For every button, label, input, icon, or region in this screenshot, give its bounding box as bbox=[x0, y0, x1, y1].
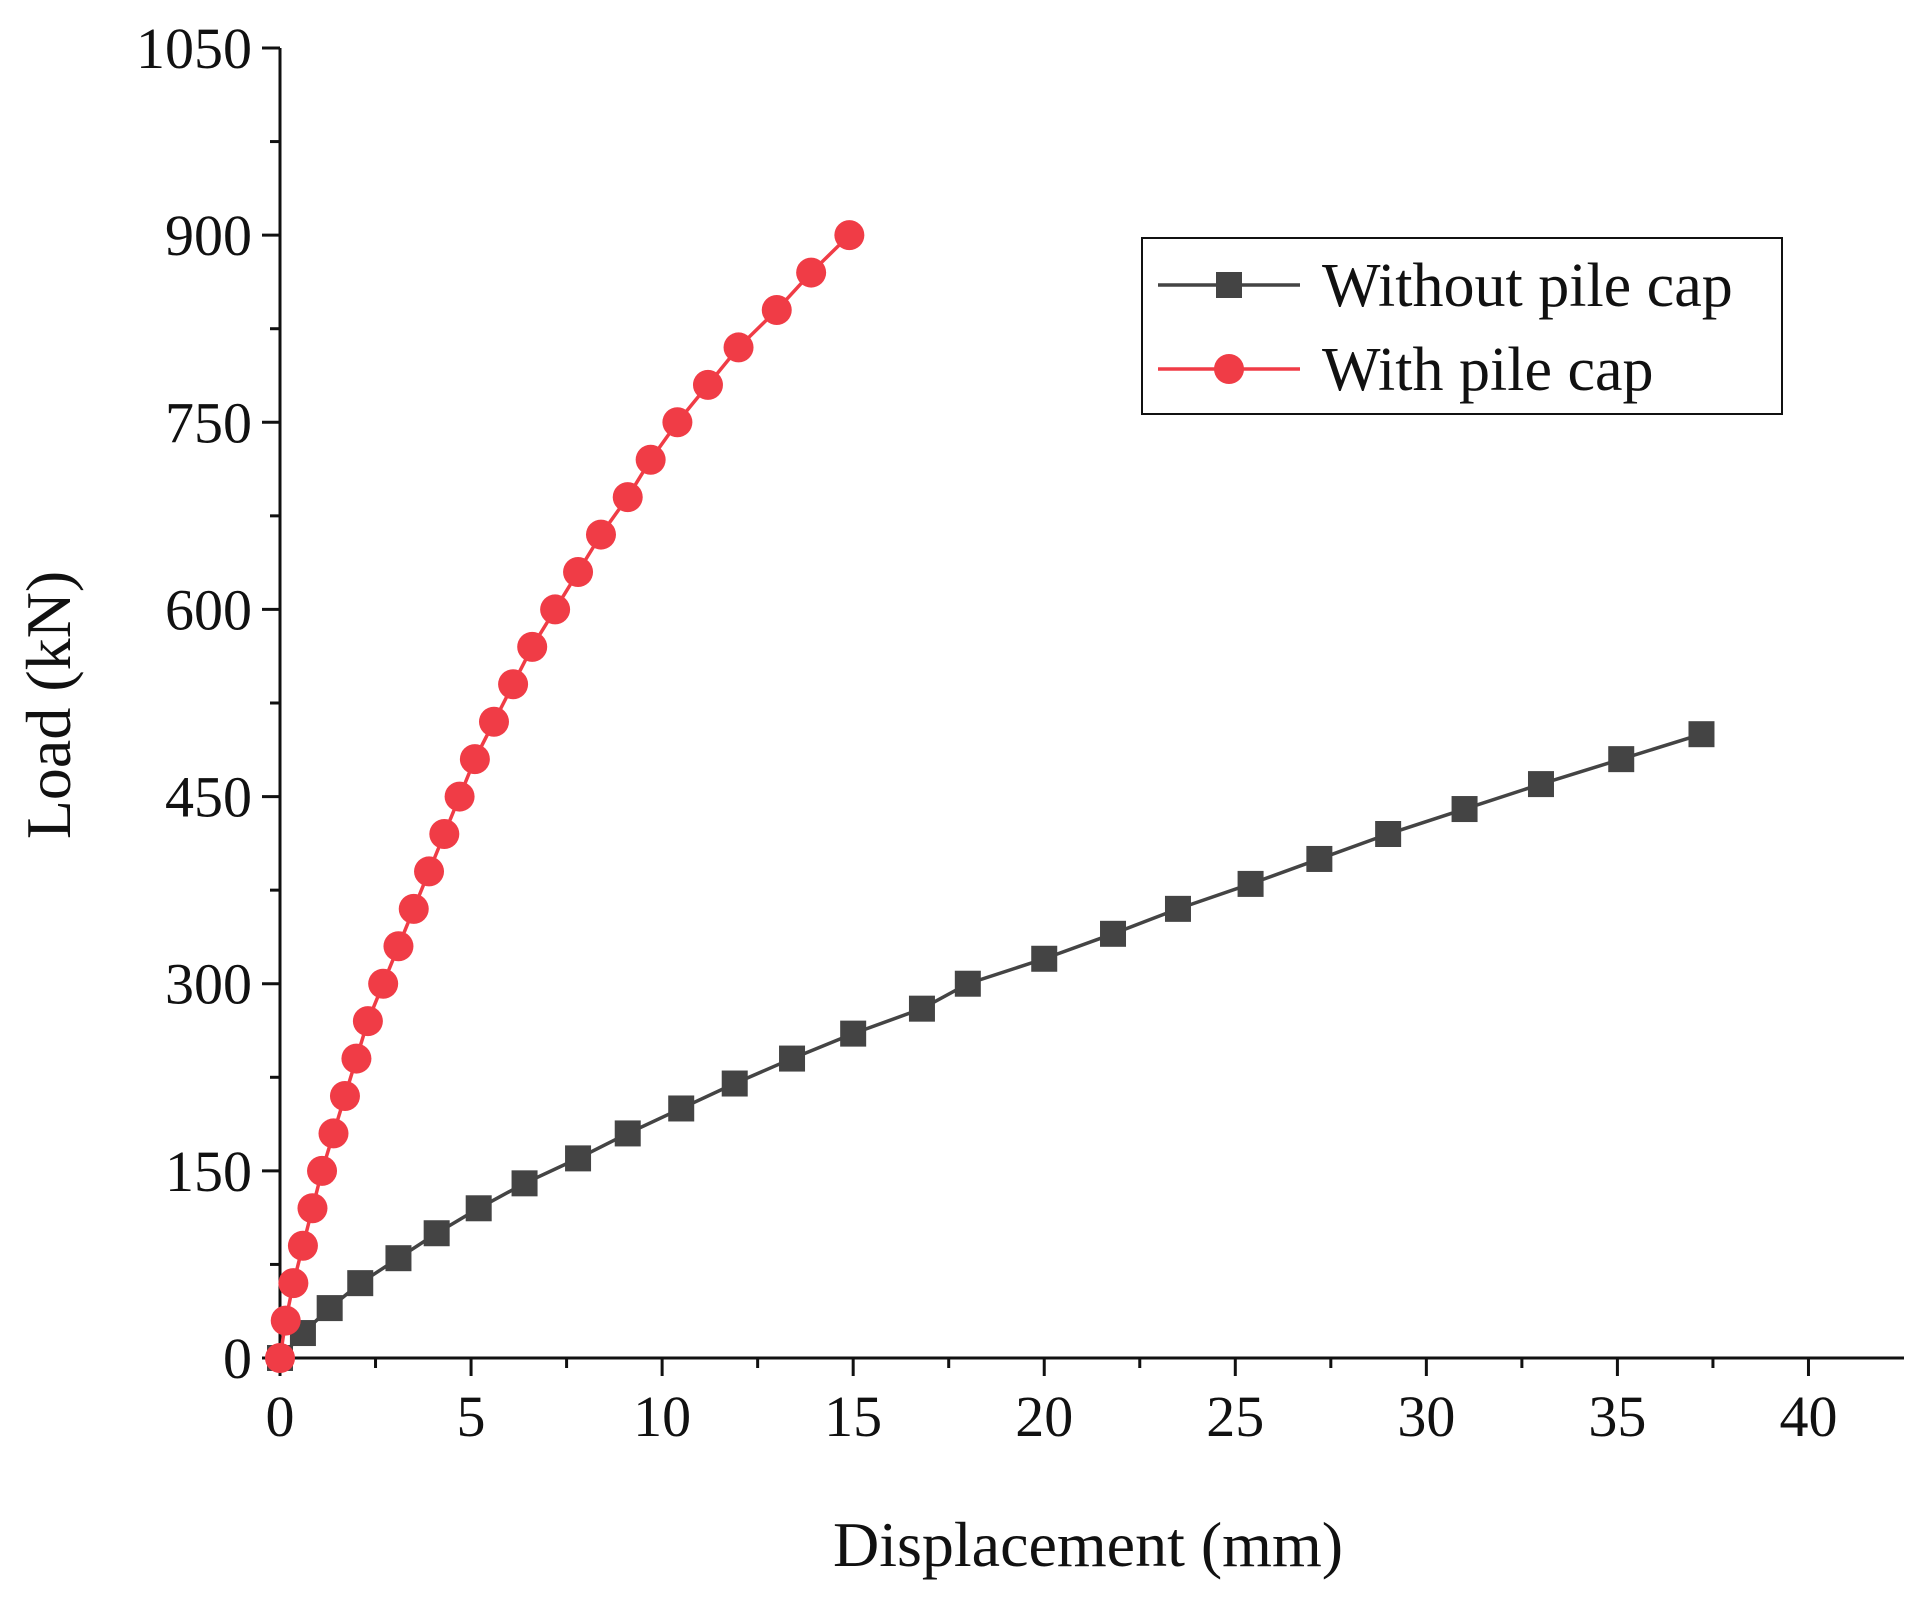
x-tick-label: 10 bbox=[633, 1384, 691, 1449]
data-point bbox=[540, 594, 571, 625]
legend-box bbox=[1141, 237, 1783, 415]
ticks: 0 5 10 15 20 25 30 35 40 0 150 300 450 600 750 900 1050 bbox=[136, 16, 1837, 1449]
data-point bbox=[1608, 746, 1635, 773]
data-point bbox=[341, 1043, 372, 1074]
data-point bbox=[368, 968, 399, 999]
data-point bbox=[779, 1045, 806, 1072]
data-point bbox=[287, 1230, 318, 1261]
data-point bbox=[398, 893, 429, 924]
data-point bbox=[318, 1118, 349, 1149]
y-tick-label: 0 bbox=[223, 1326, 252, 1391]
x-tick-label: 15 bbox=[824, 1384, 882, 1449]
series-with-pile-cap bbox=[265, 220, 865, 1373]
data-point bbox=[352, 1006, 383, 1037]
data-point bbox=[1527, 771, 1554, 798]
data-point bbox=[840, 1020, 867, 1047]
data-point bbox=[270, 1305, 301, 1336]
x-tick-label: 0 bbox=[266, 1384, 295, 1449]
y-tick-label: 150 bbox=[165, 1139, 252, 1204]
data-point bbox=[796, 257, 827, 288]
data-point bbox=[954, 970, 981, 997]
series-line-with-pile-cap bbox=[278, 233, 851, 1359]
data-point bbox=[385, 1245, 412, 1272]
data-point bbox=[1100, 920, 1127, 947]
data-point bbox=[761, 295, 792, 325]
data-point bbox=[1688, 721, 1715, 748]
data-point bbox=[1031, 945, 1058, 972]
data-point bbox=[1237, 870, 1264, 897]
y-tick-label: 450 bbox=[165, 765, 252, 830]
data-point bbox=[423, 1220, 450, 1247]
y-tick-label: 750 bbox=[165, 390, 252, 455]
legend-marker-without-pile-cap bbox=[1216, 272, 1242, 298]
data-point bbox=[612, 482, 643, 513]
data-point bbox=[563, 557, 594, 587]
legend: Without pile cap With pile cap bbox=[1141, 237, 1783, 415]
y-tick-label: 1050 bbox=[136, 16, 252, 81]
data-point bbox=[635, 444, 666, 475]
data-point bbox=[316, 1295, 343, 1322]
series-without-pile-cap bbox=[267, 721, 1715, 1371]
data-point bbox=[347, 1270, 374, 1297]
series-line-without-pile-cap bbox=[278, 732, 1702, 1360]
data-point bbox=[429, 819, 460, 849]
data-point bbox=[265, 1343, 295, 1373]
y-tick-label: 600 bbox=[165, 577, 252, 642]
x-tick-label: 20 bbox=[1015, 1384, 1073, 1449]
data-point bbox=[414, 856, 445, 887]
data-point bbox=[278, 1268, 309, 1299]
data-point bbox=[721, 1070, 748, 1097]
data-point bbox=[614, 1120, 641, 1147]
data-point bbox=[1164, 895, 1191, 922]
data-point bbox=[1306, 845, 1333, 872]
y-tick-label: 900 bbox=[165, 203, 252, 268]
data-point bbox=[723, 332, 754, 363]
data-point bbox=[1451, 796, 1478, 823]
legend-label-without-pile-cap: Without pile cap bbox=[1322, 252, 1733, 320]
data-point bbox=[565, 1145, 592, 1172]
data-point bbox=[329, 1081, 360, 1111]
legend-label-with-pile-cap: With pile cap bbox=[1322, 336, 1654, 404]
data-point bbox=[585, 519, 616, 550]
y-axis-title: Load (kN) bbox=[13, 571, 84, 839]
data-point bbox=[517, 631, 548, 662]
data-point bbox=[465, 1195, 492, 1222]
series-layer bbox=[265, 220, 1715, 1373]
data-point bbox=[1375, 821, 1402, 847]
data-point bbox=[662, 407, 693, 438]
data-point bbox=[498, 669, 529, 700]
legend-marker-with-pile-cap bbox=[1214, 354, 1244, 384]
data-point bbox=[297, 1193, 328, 1224]
data-point bbox=[834, 220, 865, 251]
data-point bbox=[908, 995, 935, 1022]
data-point bbox=[692, 369, 723, 400]
data-point bbox=[511, 1170, 538, 1197]
x-axis-title: Displacement (mm) bbox=[833, 1509, 1343, 1580]
x-tick-label: 5 bbox=[457, 1384, 486, 1449]
y-tick-label: 300 bbox=[165, 952, 252, 1017]
x-tick-label: 40 bbox=[1779, 1384, 1837, 1449]
x-tick-label: 25 bbox=[1206, 1384, 1264, 1449]
data-point bbox=[307, 1155, 338, 1186]
x-tick-label: 35 bbox=[1588, 1384, 1646, 1449]
data-point bbox=[668, 1095, 695, 1122]
data-point bbox=[478, 706, 509, 737]
x-tick-label: 30 bbox=[1397, 1384, 1455, 1449]
data-point bbox=[383, 931, 414, 962]
data-point bbox=[444, 781, 475, 812]
data-point bbox=[459, 744, 490, 775]
